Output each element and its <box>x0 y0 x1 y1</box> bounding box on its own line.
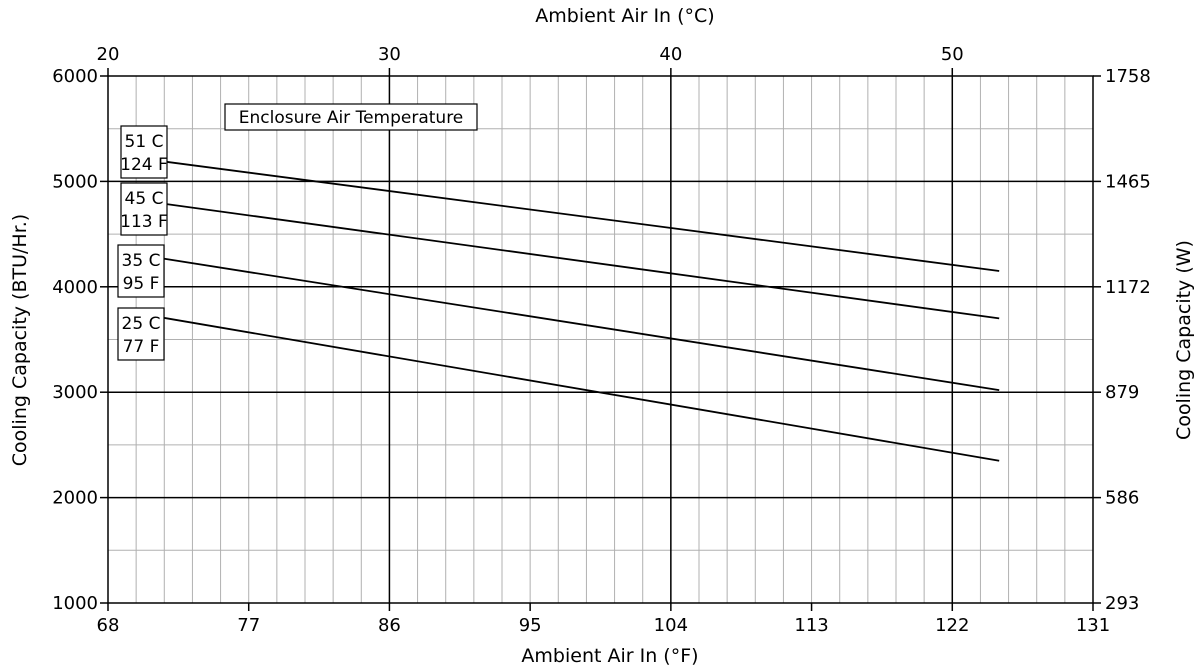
y-left-tick-label: 3000 <box>52 382 98 403</box>
series-label-celsius: 25 C <box>122 314 161 334</box>
y-left-tick-label: 6000 <box>52 66 98 87</box>
series-label-box <box>120 182 168 236</box>
plot-frame <box>107 75 1094 604</box>
y-left-tick-label: 2000 <box>52 488 98 509</box>
y-right-tick-label: 1758 <box>1105 66 1151 87</box>
series-line <box>154 315 1000 462</box>
y-right-tick-label: 879 <box>1105 382 1139 403</box>
y-right-tick-label: 1172 <box>1105 277 1151 298</box>
y-right-tick-label: 586 <box>1105 488 1139 509</box>
major-grid <box>108 76 1093 603</box>
x-bottom-tick-label: 86 <box>378 615 401 636</box>
axis-ticks <box>100 68 1101 611</box>
tick-labels: 68 77 86 95 104 113 122 131 20 30 40 50 1000 2000 3000… <box>52 44 1151 636</box>
series-label-celsius: 45 C <box>125 189 164 209</box>
x-bottom-tick-label: 104 <box>654 615 688 636</box>
x-bottom-tick-label: 131 <box>1076 615 1110 636</box>
series-label-box <box>117 307 165 361</box>
x-axis-top-title: Ambient Air In (°C) <box>535 5 714 27</box>
series-label-fahrenheit: 113 F <box>120 212 168 232</box>
enclosure-air-temperature-annotation: Enclosure Air Temperature <box>224 103 478 131</box>
y-left-tick-label: 4000 <box>52 277 98 298</box>
x-top-tick-label: 40 <box>659 44 682 65</box>
x-bottom-tick-label: 113 <box>794 615 828 636</box>
x-top-tick-label: 30 <box>378 44 401 65</box>
x-bottom-tick-label: 77 <box>237 615 260 636</box>
series-line <box>154 159 1000 272</box>
series-label-celsius: 35 C <box>122 251 161 271</box>
y-axis-right-title: Cooling Capacity (W) <box>1173 240 1195 440</box>
series-label-fahrenheit: 124 F <box>120 155 168 175</box>
series-label-box <box>120 125 168 179</box>
y-right-tick-label: 1465 <box>1105 171 1151 192</box>
series-line <box>154 201 1000 320</box>
annotation-text: Enclosure Air Temperature <box>239 108 464 128</box>
y-axis-left-title: Cooling Capacity (BTU/Hr.) <box>9 214 31 466</box>
series-lines <box>154 159 1000 462</box>
series-label-fahrenheit: 77 F <box>123 337 160 357</box>
series-label-fahrenheit: 95 F <box>123 274 160 294</box>
x-bottom-tick-label: 95 <box>519 615 542 636</box>
series-label-celsius: 51 C <box>125 132 164 152</box>
x-bottom-tick-label: 122 <box>935 615 969 636</box>
y-left-tick-label: 5000 <box>52 171 98 192</box>
series-line <box>154 256 1000 391</box>
series-label-boxes: 51 C 124 F 45 C 113 F 35 C 95 F 25 C 77 F <box>117 125 168 361</box>
x-bottom-tick-label: 68 <box>97 615 120 636</box>
x-top-tick-label: 50 <box>941 44 964 65</box>
series-label-box <box>117 244 165 298</box>
y-right-tick-label: 293 <box>1105 593 1139 614</box>
x-top-tick-label: 20 <box>97 44 120 65</box>
minor-grid <box>108 76 1093 603</box>
x-axis-bottom-title: Ambient Air In (°F) <box>521 645 698 667</box>
y-left-tick-label: 1000 <box>52 593 98 614</box>
